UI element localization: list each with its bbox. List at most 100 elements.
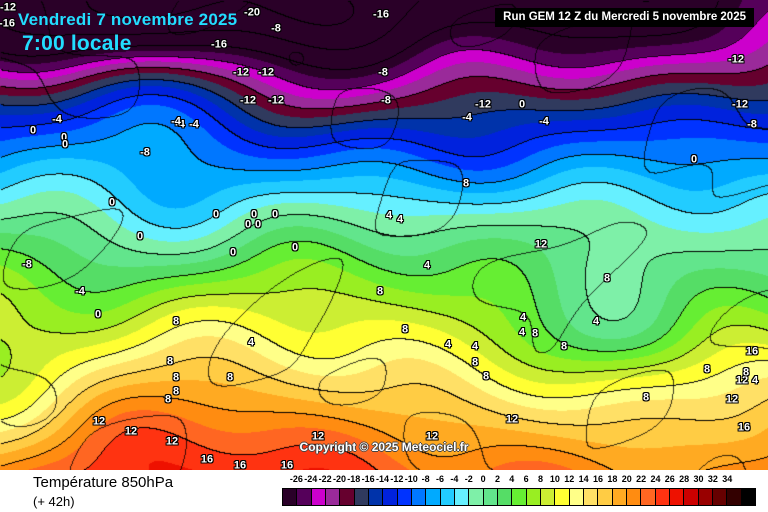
model-run-banner: Run GEM 12 Z du Mercredi 5 novembre 2025 xyxy=(495,8,754,27)
contour-label: 8 xyxy=(603,272,611,285)
coastline-contour-overlay xyxy=(0,0,768,470)
contour-label: 0 xyxy=(690,153,698,166)
scale-tick: 28 xyxy=(679,474,690,484)
scale-tick: 34 xyxy=(722,474,733,484)
color-swatch-27 xyxy=(669,489,685,505)
contour-label: 0 xyxy=(29,124,37,137)
contour-label: 12 xyxy=(165,435,179,448)
color-swatch-25 xyxy=(641,489,656,505)
contour-label: 0 xyxy=(229,246,237,259)
contour-label: -16 xyxy=(211,38,227,51)
color-swatch-17 xyxy=(526,489,541,505)
scale-tick: 18 xyxy=(607,474,618,484)
contour-label: -12 xyxy=(268,94,284,107)
contour-label: -8 xyxy=(22,258,32,271)
contour-label: -8 xyxy=(271,22,281,35)
forecast-time-label: 7:00 locale xyxy=(22,32,132,55)
contour-label: 0 xyxy=(291,241,299,254)
contour-label: -12 xyxy=(728,53,744,66)
contour-label: 12 xyxy=(92,415,106,428)
contour-label: 8 xyxy=(172,371,180,384)
color-swatch-2 xyxy=(311,489,326,505)
color-swatch-4 xyxy=(340,489,355,505)
contour-label: 0 xyxy=(136,230,144,243)
scale-tick: 12 xyxy=(564,474,575,484)
contour-label: 4 xyxy=(396,213,404,226)
contour-label: 12 xyxy=(311,430,325,443)
contour-label: -4 xyxy=(539,115,549,128)
contour-label: 4 xyxy=(518,326,526,339)
scale-tick: 24 xyxy=(650,474,661,484)
temperature-map[interactable]: Vendredi 7 novembre 2025 7:00 locale Run… xyxy=(0,0,768,470)
scale-tick: -4 xyxy=(450,474,459,484)
color-swatch-31 xyxy=(727,489,742,505)
legend-subtitle: (+ 42h) xyxy=(33,494,75,509)
scale-tick: 14 xyxy=(578,474,589,484)
contour-label: 8 xyxy=(642,391,650,404)
scale-tick: 2 xyxy=(494,474,500,484)
contour-label: 4 xyxy=(751,374,759,387)
contour-label: -12 xyxy=(258,66,274,79)
scale-tick: 22 xyxy=(636,474,647,484)
color-swatch-23 xyxy=(612,489,627,505)
scale-tick: -12 xyxy=(390,474,404,484)
contour-label: 12 xyxy=(735,374,749,387)
contour-label: -12 xyxy=(233,66,249,79)
contour-label: 8 xyxy=(226,371,234,384)
contour-label: -12 xyxy=(0,1,16,14)
color-swatch-18 xyxy=(540,489,556,505)
color-swatch-14 xyxy=(483,489,498,505)
contour-label: -16 xyxy=(373,8,389,21)
scale-tick: 16 xyxy=(592,474,604,484)
color-swatch-6 xyxy=(368,489,384,505)
color-swatch-12 xyxy=(454,489,470,505)
contour-label: 4 xyxy=(519,311,527,324)
contour-label: 16 xyxy=(280,459,294,470)
scale-tick: 30 xyxy=(693,474,704,484)
legend-title: Température 850hPa xyxy=(33,474,174,491)
contour-label: 4 xyxy=(444,338,452,351)
color-swatch-22 xyxy=(598,489,613,505)
scale-tick: -20 xyxy=(332,474,346,484)
contour-label: -4 xyxy=(171,115,181,128)
contour-label: -4 xyxy=(175,118,185,131)
legend-bar: Température 850hPa (+ 42h) -26 -24 -22 -20-… xyxy=(0,470,768,512)
scale-tick: -10 xyxy=(404,474,418,484)
scale-tick: 32 xyxy=(707,474,718,484)
contour-label: 8 xyxy=(172,315,180,328)
scale-tick: 6 xyxy=(523,474,529,484)
color-swatch-20 xyxy=(569,489,584,505)
contour-label: 8 xyxy=(742,366,750,379)
color-swatch-16 xyxy=(512,489,527,505)
color-swatch-30 xyxy=(712,489,728,505)
color-swatch-26 xyxy=(655,489,670,505)
color-swatch-3 xyxy=(325,489,341,505)
contour-label: -8 xyxy=(378,66,388,79)
contour-label: -20 xyxy=(244,6,260,19)
contour-label: 4 xyxy=(423,259,431,272)
scale-tick: -18 xyxy=(347,474,361,484)
color-swatch-9 xyxy=(411,489,427,505)
contour-label: 0 xyxy=(254,218,262,231)
contour-label: 12 xyxy=(725,393,739,406)
contour-label: 4 xyxy=(247,336,255,349)
contour-label: 8 xyxy=(166,355,174,368)
contour-label: 0 xyxy=(94,308,102,321)
contour-label: 16 xyxy=(200,453,214,466)
contour-label: -12 xyxy=(475,98,491,111)
color-swatch-15 xyxy=(497,489,513,505)
contour-label: 8 xyxy=(703,363,711,376)
contour-label: -8 xyxy=(747,118,757,131)
scale-tick: 0 xyxy=(480,474,486,484)
contour-label: 16 xyxy=(745,345,759,358)
contour-label: 8 xyxy=(376,285,384,298)
contour-label: 0 xyxy=(250,208,258,221)
scale-tick: -22 xyxy=(318,474,332,484)
contour-label: 8 xyxy=(531,327,539,340)
color-scale-ticks: -26 -24 -22 -20 -18 -16 -14 -12 -10 -8 -6 -4 -2 0 2 4 6 8… xyxy=(282,474,756,488)
contour-label: 12 xyxy=(425,430,439,443)
contour-label: 12 xyxy=(534,238,548,251)
contour-label: 12 xyxy=(505,413,519,426)
scale-tick: 20 xyxy=(621,474,632,484)
